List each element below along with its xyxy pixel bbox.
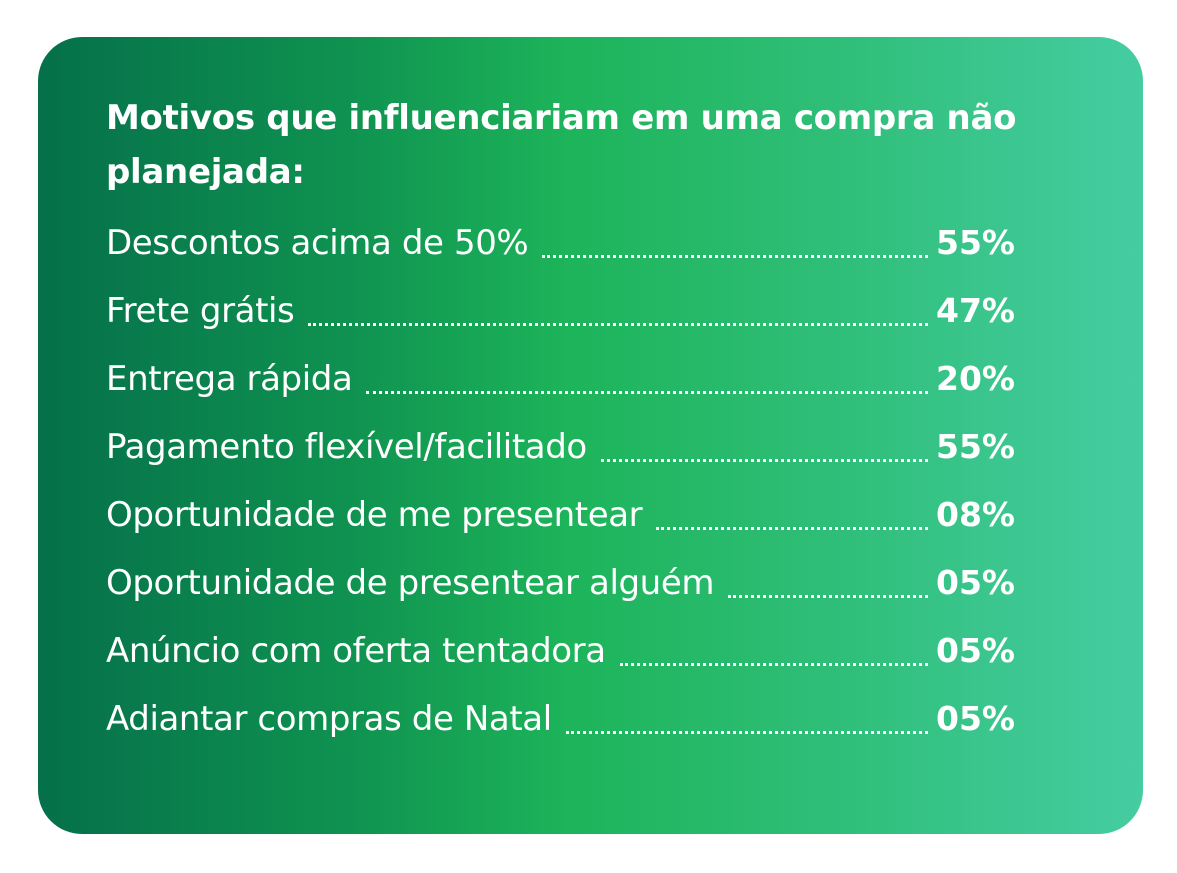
- list-item: Oportunidade de presentear alguém 05%: [106, 563, 1026, 631]
- card-title: Motivos que influenciariam em uma compra…: [106, 98, 1017, 192]
- item-percentage: 55%: [936, 427, 1015, 466]
- item-percentage: 20%: [936, 359, 1015, 398]
- reasons-list: Descontos acima de 50% 55% Frete grátis …: [106, 223, 1026, 767]
- dotted-leader: [600, 459, 928, 462]
- item-label: Oportunidade de presentear alguém: [106, 563, 715, 603]
- dotted-leader: [308, 323, 928, 326]
- item-label: Descontos acima de 50%: [106, 223, 529, 263]
- dotted-leader: [728, 595, 928, 598]
- item-label: Frete grátis: [106, 291, 295, 331]
- dotted-leader: [565, 731, 928, 734]
- list-item: Anúncio com oferta tentadora 05%: [106, 631, 1026, 699]
- item-percentage: 55%: [936, 223, 1015, 262]
- item-percentage: 05%: [936, 631, 1015, 670]
- item-percentage: 08%: [936, 495, 1015, 534]
- item-label: Entrega rápida: [106, 359, 353, 399]
- list-item: Adiantar compras de Natal 05%: [106, 699, 1026, 767]
- dotted-leader: [656, 527, 928, 530]
- item-label: Anúncio com oferta tentadora: [106, 631, 606, 671]
- item-label: Adiantar compras de Natal: [106, 699, 552, 739]
- dotted-leader: [542, 255, 928, 258]
- list-item: Pagamento flexível/facilitado 55%: [106, 427, 1026, 495]
- dotted-leader: [619, 663, 928, 666]
- item-label: Oportunidade de me presentear: [106, 495, 643, 535]
- info-card: Motivos que influenciariam em uma compra…: [38, 37, 1143, 834]
- list-item: Entrega rápida 20%: [106, 359, 1026, 427]
- item-percentage: 47%: [936, 291, 1015, 330]
- item-percentage: 05%: [936, 563, 1015, 602]
- list-item: Frete grátis 47%: [106, 291, 1026, 359]
- dotted-leader: [366, 391, 928, 394]
- item-percentage: 05%: [936, 699, 1015, 738]
- item-label: Pagamento flexível/facilitado: [106, 427, 587, 467]
- list-item: Descontos acima de 50% 55%: [106, 223, 1026, 291]
- list-item: Oportunidade de me presentear 08%: [106, 495, 1026, 563]
